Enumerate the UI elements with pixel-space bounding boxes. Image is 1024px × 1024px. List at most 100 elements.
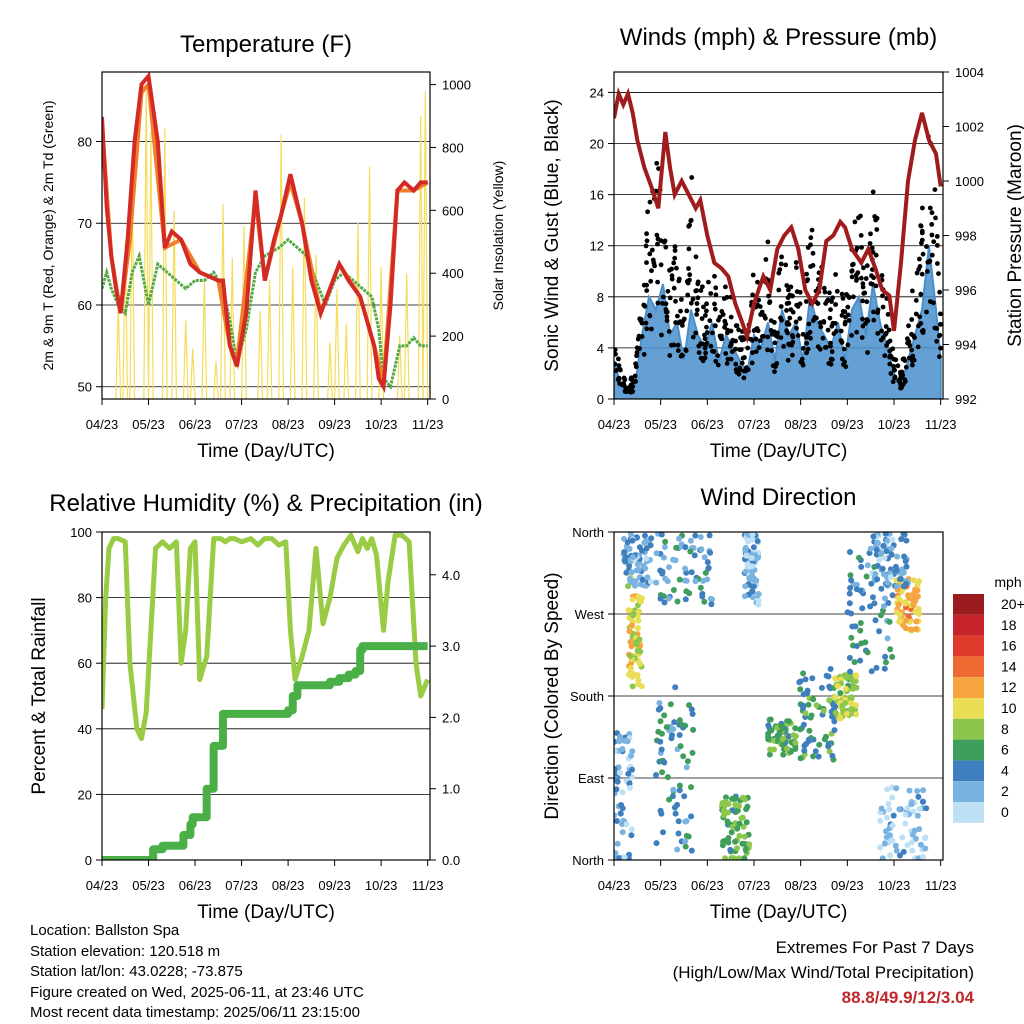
direction-point (670, 786, 677, 793)
legend-swatch (953, 760, 984, 782)
gust-point (925, 269, 930, 274)
direction-point (659, 570, 666, 577)
gust-point (773, 364, 778, 369)
gust-point (707, 318, 713, 323)
direction-point (765, 722, 772, 729)
solar-peak (201, 279, 208, 399)
direction-point (859, 605, 866, 612)
y-axis-label: Percent & Total Rainfall (29, 597, 50, 794)
gust-point (644, 288, 650, 293)
gust-point (672, 255, 678, 261)
gust-point (803, 335, 809, 340)
gust-point (900, 356, 906, 362)
gust-point (784, 283, 790, 288)
gust-point (842, 319, 848, 325)
direction-point (665, 595, 672, 602)
gust-point (660, 294, 666, 300)
direction-point (742, 546, 749, 553)
gust-point (739, 337, 745, 343)
direction-point (923, 805, 930, 812)
direction-point (749, 532, 756, 538)
direction-point (853, 673, 860, 680)
gust-point (776, 287, 782, 293)
gust-point (871, 309, 876, 315)
gust-point (644, 260, 649, 265)
legend-label: 12 (1001, 679, 1017, 695)
direction-point (614, 818, 620, 824)
direction-point (629, 683, 636, 690)
gust-point (804, 350, 809, 356)
chart-panel-2: Winds (mph) & Pressure (mb) 0 4 8 12 16 20 24 99… (542, 24, 1024, 462)
gust-point (915, 344, 921, 350)
gust-point (660, 301, 665, 306)
direction-point (629, 596, 636, 603)
gust-point (727, 343, 733, 349)
gust-point (821, 285, 827, 291)
x-tick-label: 06/23 (179, 417, 212, 432)
chart-panel-1: Temperature (F)5060708002004006008001000… (40, 31, 506, 462)
direction-point (827, 666, 834, 672)
direction-point (856, 554, 862, 561)
gust-point (860, 284, 866, 290)
legend-label: 14 (1001, 658, 1017, 674)
direction-point (903, 537, 910, 544)
solar-peak (147, 131, 154, 399)
x-axis-label: Time (Day/UTC) (197, 441, 335, 462)
direction-point (868, 668, 875, 675)
gust-point (827, 290, 832, 296)
gust-point (869, 245, 875, 251)
direction-point (643, 538, 649, 545)
gust-point (659, 332, 664, 338)
direction-point (922, 845, 929, 852)
direction-point (908, 801, 915, 808)
gust-point (845, 304, 851, 310)
gust-point (635, 336, 641, 342)
y2-tick-label: 1004 (955, 65, 984, 80)
gust-point (790, 293, 795, 299)
direction-point (887, 646, 894, 653)
direction-point (910, 808, 917, 815)
gust-point (634, 353, 639, 359)
direction-point (732, 838, 739, 845)
direction-point (739, 794, 746, 801)
gust-point (917, 314, 923, 320)
direction-point (879, 855, 886, 860)
direction-point (666, 796, 673, 803)
gust-point (873, 252, 879, 258)
gust-point (864, 299, 870, 305)
direction-point (704, 559, 711, 566)
gust-point (776, 270, 782, 276)
direction-point (897, 852, 903, 859)
direction-point (638, 683, 645, 690)
direction-point (902, 820, 909, 827)
y2-tick-label: 0 (442, 392, 449, 407)
gust-point (914, 270, 920, 276)
gust-point (693, 288, 699, 294)
direction-point (624, 539, 631, 546)
direction-point (846, 590, 853, 597)
direction-point (676, 732, 683, 738)
y-tick-label: 80 (78, 591, 92, 606)
gust-point (918, 321, 924, 326)
direction-point (680, 753, 687, 760)
gust-point (694, 312, 699, 317)
gust-point (679, 297, 684, 302)
gust-point (766, 293, 771, 299)
direction-point (688, 847, 695, 854)
direction-point (698, 546, 705, 553)
gust-point (787, 315, 793, 321)
direction-point (707, 595, 714, 602)
gust-point (633, 379, 638, 384)
direction-point (657, 718, 664, 725)
direction-point (889, 592, 896, 599)
direction-point (692, 578, 699, 585)
direction-point (902, 811, 909, 818)
gust-point (755, 279, 760, 285)
gust-point (842, 359, 847, 365)
gust-point (916, 267, 921, 272)
gust-point (683, 347, 688, 353)
x-tick-label: 08/23 (784, 878, 817, 893)
direction-point (881, 840, 888, 847)
gust-point (738, 347, 744, 352)
direction-point (741, 593, 748, 600)
